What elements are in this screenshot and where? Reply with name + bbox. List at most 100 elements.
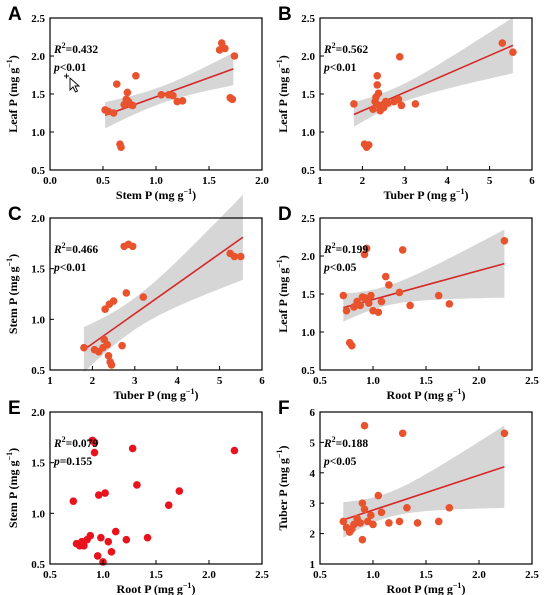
y-tick-label: 0.5: [301, 365, 315, 377]
x-tick-label: 6: [259, 375, 265, 387]
point-F-22: [445, 503, 454, 512]
panel-E: E 0.5 1.0 1.5 2.0 2.5 0.5 1.0 1.5 2.0 Root P (mg g…: [5, 398, 269, 595]
x-tick-label: 0.5: [313, 569, 327, 581]
y-tick-label: 1.0: [31, 127, 45, 139]
y-axis-label-C: Stem P (mg g−1): [5, 254, 20, 334]
x-tick-label: 0.0: [43, 175, 57, 187]
point-F-19: [403, 503, 411, 512]
y-axis-label-B: Leaf P (mg g−1): [275, 55, 290, 133]
point-E-14: [101, 489, 109, 497]
point-D-1: [342, 306, 351, 315]
panel-B: B 1 2 3 4 5 6 0.5 1.0 1.5 2.0 2.5 Tuber P (mg g−1) Le…: [275, 4, 535, 202]
x-tick-label: 2.0: [202, 569, 216, 581]
x-tick-label: 1.0: [366, 375, 380, 387]
y-tick-label: 2.5: [31, 13, 45, 25]
x-tick-label: 3: [402, 175, 408, 187]
point-C-14: [122, 289, 131, 297]
x-axis-label-F: Root P (mg g−1): [387, 581, 466, 595]
point-E-15: [104, 537, 113, 546]
panel-label-B: B: [278, 4, 292, 25]
r2-annotation-C: R2=0.466: [53, 241, 98, 256]
x-tick-label: 2.5: [525, 375, 539, 387]
panel-C: C 1 2 3 4 5 6 0.5 1.0 1.5 2.0 Tuber P (mg g−1) Stem …: [5, 194, 265, 402]
point-A-15: [169, 91, 177, 100]
y-tick-label: 2.0: [31, 51, 45, 63]
point-F-23: [500, 429, 509, 438]
point-F-13: [369, 520, 377, 529]
point-A-12: [132, 71, 140, 80]
y-axis-label-F: Tuber P (mg g−1): [275, 446, 290, 531]
x-tick-label: 4: [174, 375, 180, 387]
x-tick-label: 3: [132, 375, 138, 387]
x-tick-label: 5: [217, 375, 223, 387]
y-tick-label: 2.5: [301, 213, 315, 225]
point-D-12: [364, 299, 373, 307]
point-B-16: [394, 95, 403, 104]
point-F-9: [360, 505, 369, 514]
point-E-16: [107, 548, 116, 556]
x-axis-label-D: Root P (mg g−1): [387, 387, 466, 402]
point-C-12: [118, 341, 126, 350]
point-C-17: [139, 293, 148, 301]
point-D-21: [406, 301, 414, 310]
point-F-17: [395, 517, 404, 526]
point-E-17: [111, 527, 120, 536]
point-F-12: [367, 511, 375, 520]
point-D-17: [381, 272, 390, 281]
point-B-3: [364, 141, 373, 149]
point-B-7: [373, 81, 382, 89]
x-tick-label: 1: [317, 175, 323, 187]
point-B-19: [411, 100, 420, 108]
point-F-15: [377, 508, 386, 517]
y-axis-label-D: Leaf P (mg g−1): [275, 255, 290, 333]
x-tick-label: 1.0: [96, 569, 110, 581]
point-A-3: [112, 80, 121, 88]
point-C-6: [103, 340, 112, 349]
y-tick-label: 2: [310, 529, 316, 541]
x-tick-label: 6: [529, 175, 535, 187]
point-B-21: [509, 48, 517, 56]
p-annotation-E: p=0.155: [53, 456, 92, 468]
point-E-9: [90, 438, 99, 447]
y-tick-label: 1: [310, 559, 316, 571]
p-annotation-C: p<0.01: [53, 262, 87, 274]
point-F-16: [385, 519, 393, 527]
p-annotation-F: p<0.05: [323, 456, 357, 468]
point-E-23: [175, 487, 184, 495]
y-tick-label: 1.5: [31, 264, 45, 276]
y-tick-label: 0.5: [31, 559, 45, 571]
point-B-20: [498, 39, 507, 47]
p-annotation-D: p<0.05: [323, 262, 357, 274]
y-tick-label: 1.0: [301, 327, 315, 339]
p-annotation-A: p<0.01: [53, 62, 87, 74]
point-D-6: [356, 301, 365, 310]
y-tick-label: 1.0: [31, 314, 45, 326]
point-F-4: [350, 520, 358, 529]
point-E-4: [80, 541, 88, 550]
x-tick-label: 0.5: [43, 569, 57, 581]
x-axis-label-E: Root P (mg g−1): [117, 581, 196, 595]
point-C-16: [128, 242, 137, 251]
point-C-5: [101, 305, 109, 314]
point-F-21: [434, 517, 443, 526]
point-F-14: [374, 491, 383, 500]
axes-frame-C: [49, 217, 263, 371]
point-D-20: [398, 246, 407, 254]
point-E-6: [86, 531, 95, 540]
x-tick-label: 2: [90, 375, 96, 387]
point-C-7: [104, 352, 113, 360]
point-B-17: [395, 52, 404, 61]
x-tick-label: 1.5: [202, 175, 216, 187]
point-D-18: [385, 281, 393, 289]
point-E-21: [143, 533, 152, 542]
point-A-13: [157, 90, 166, 99]
point-D-19: [395, 288, 404, 297]
point-F-20: [413, 519, 422, 527]
point-D-3: [348, 341, 356, 350]
point-E-12: [97, 533, 105, 542]
point-B-0: [350, 100, 358, 108]
panel-label-A: A: [8, 4, 22, 25]
y-tick-label: 6: [310, 407, 316, 419]
point-B-4: [369, 105, 377, 113]
